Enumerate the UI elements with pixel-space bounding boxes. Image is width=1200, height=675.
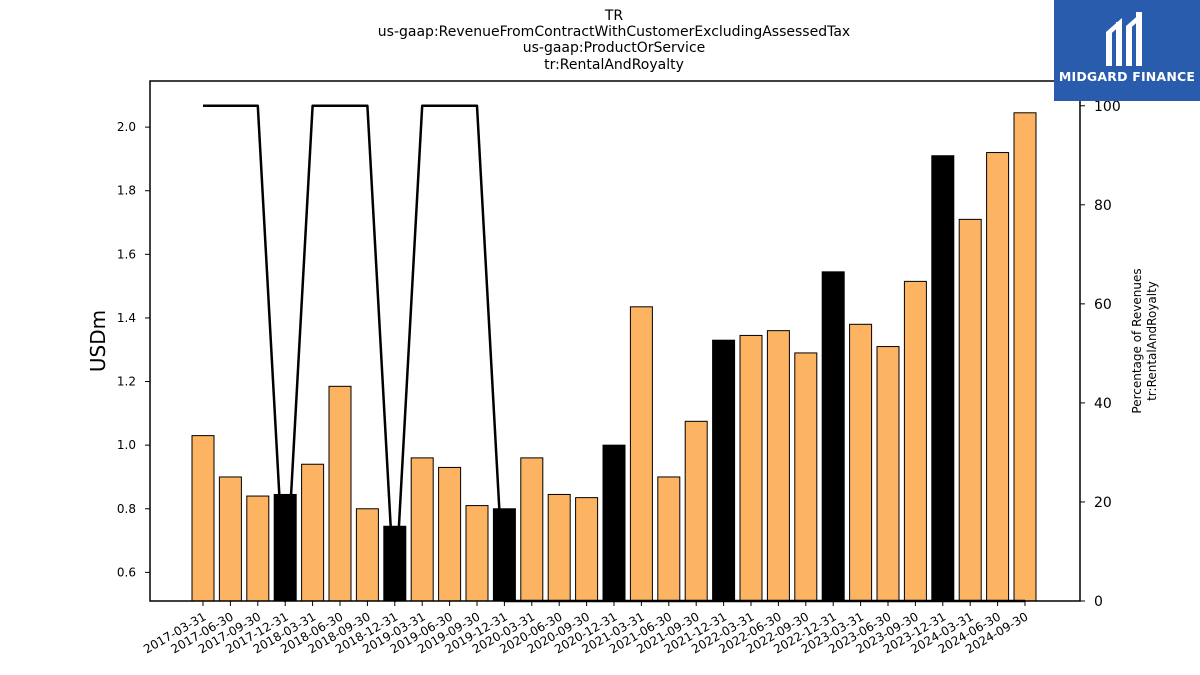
bar-2020-09-30 <box>575 497 599 602</box>
bar-2019-03-31 <box>410 457 434 602</box>
bar-2019-09-30 <box>465 505 489 602</box>
bar-2021-03-31 <box>629 306 653 602</box>
bar-2023-12-31 <box>931 155 955 602</box>
y-right-tick-label: 80 <box>1094 198 1112 214</box>
midgard-logo-icon <box>1106 12 1142 66</box>
bar-2023-03-31 <box>849 323 873 602</box>
bar-2018-06-30 <box>328 385 352 602</box>
y-tick-label: 1.8 <box>117 184 136 198</box>
y-right-tick-label: 100 <box>1094 99 1121 115</box>
y-tick-label: 1.0 <box>117 438 136 452</box>
bar-2022-06-30 <box>766 330 790 602</box>
bar-2020-03-31 <box>520 457 544 602</box>
bar-2024-09-30 <box>1013 112 1037 602</box>
y-axis-right-label-line-2: tr:RentalAndRoyalty <box>1145 281 1159 401</box>
y-axis-label: USDm <box>86 310 110 372</box>
logo: MIDGARD FINANCE <box>1054 0 1200 101</box>
bar-2023-09-30 <box>903 280 927 602</box>
chart-title-line-2: us-gaap:RevenueFromContractWithCustomerE… <box>378 24 850 40</box>
logo-text: MIDGARD FINANCE <box>1058 69 1196 84</box>
chart-title-line-3: us-gaap:ProductOrService <box>523 40 706 56</box>
y-tick-label: 0.8 <box>117 502 136 516</box>
y-right-tick-label: 40 <box>1094 396 1112 412</box>
y-axis-right-label-line-1: Percentage of Revenues <box>1130 268 1144 413</box>
plot-frame <box>149 80 1081 602</box>
chart-title-line-1: TR <box>604 8 624 24</box>
chart-title-line-4: tr:RentalAndRoyalty <box>544 57 684 73</box>
bar-2021-06-30 <box>657 476 681 602</box>
bar-2022-12-31 <box>821 271 845 602</box>
y-tick-label: 1.2 <box>117 375 136 389</box>
bar-2023-06-30 <box>876 346 900 602</box>
bar-2024-03-31 <box>958 218 982 602</box>
y-right-tick-label: 0 <box>1094 594 1103 610</box>
bar-2018-03-31 <box>301 463 325 602</box>
bars <box>191 112 1037 602</box>
bar-2021-12-31 <box>712 339 736 602</box>
y-tick-label: 1.6 <box>117 247 136 261</box>
bar-2020-12-31 <box>602 444 626 602</box>
y-tick-label: 0.6 <box>117 565 136 579</box>
bar-2017-06-30 <box>218 476 242 602</box>
bar-2024-06-30 <box>986 152 1010 602</box>
y-right-tick-label: 60 <box>1094 297 1112 313</box>
bar-2021-09-30 <box>684 420 708 602</box>
bar-2017-09-30 <box>246 495 270 602</box>
bar-2022-03-31 <box>739 334 763 602</box>
bar-2019-06-30 <box>438 466 462 602</box>
bar-2022-09-30 <box>794 352 818 602</box>
bar-2018-09-30 <box>355 508 379 602</box>
bar-2020-06-30 <box>547 493 571 602</box>
y-tick-label: 2.0 <box>117 120 136 134</box>
bar-2017-03-31 <box>191 435 215 602</box>
y-right-tick-label: 20 <box>1094 495 1112 511</box>
chart-title: TR us-gaap:RevenueFromContractWithCustom… <box>378 8 850 73</box>
y-tick-label: 1.4 <box>117 311 136 325</box>
